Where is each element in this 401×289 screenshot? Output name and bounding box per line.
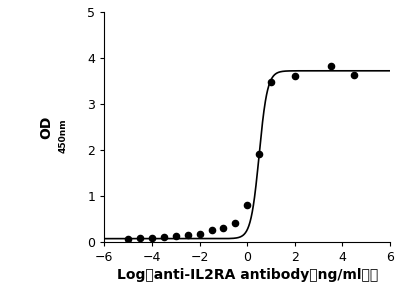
Point [208, 228, 215, 233]
Point [125, 236, 132, 241]
Point [161, 235, 167, 240]
Point [137, 236, 143, 240]
Point [351, 73, 358, 78]
Point [256, 151, 262, 156]
Point [232, 221, 239, 226]
Point [196, 231, 203, 236]
Point [184, 233, 191, 237]
Point [268, 79, 274, 84]
Point [149, 236, 155, 240]
Point [327, 64, 334, 68]
Point [172, 234, 179, 239]
Point [220, 226, 227, 230]
Text: OD: OD [39, 115, 53, 139]
Text: 450nm: 450nm [58, 118, 67, 153]
X-axis label: Log（anti-IL2RA antibody（ng/ml））: Log（anti-IL2RA antibody（ng/ml）） [117, 268, 378, 282]
Point [292, 74, 298, 79]
Point [244, 203, 251, 208]
